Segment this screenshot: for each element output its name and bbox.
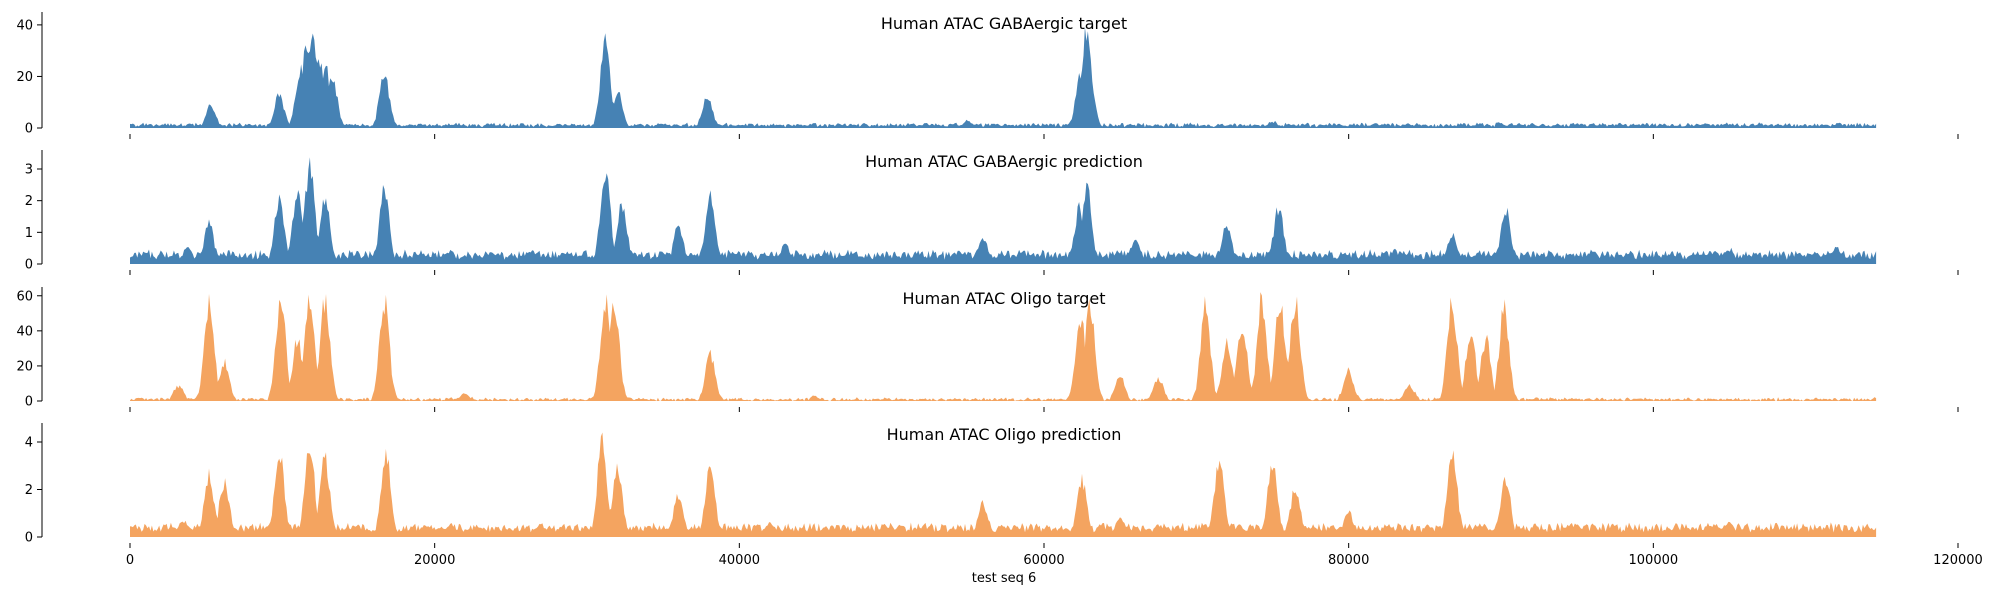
- y-tick-label: 0: [25, 258, 33, 273]
- x-tick-label: 80000: [1328, 553, 1369, 568]
- panel-title: Human ATAC GABAergic prediction: [865, 152, 1143, 171]
- y-tick-label: 60: [16, 289, 33, 304]
- y-tick-label: 4: [25, 436, 33, 451]
- y-tick-label: 0: [25, 395, 33, 410]
- panel-4: 0 2 4 0 20000 40000 60000 80000 100000 120000 Huma…: [25, 423, 1983, 568]
- y-tick-label: 2: [25, 194, 33, 209]
- x-tick-label: 120000: [1933, 553, 1983, 568]
- y-tick-label: 0: [25, 122, 33, 137]
- area-series-3: [130, 292, 1877, 401]
- y-tick-label: 2: [25, 483, 33, 498]
- area-series-2: [130, 157, 1877, 264]
- y-tick-label: 40: [16, 324, 33, 339]
- area-series-1: [130, 26, 1877, 129]
- x-tick-label: 0: [126, 553, 134, 568]
- panel-3: 0 20 40 60 Human ATAC Oligo target: [16, 287, 1959, 412]
- panel-title: Human ATAC GABAergic target: [881, 14, 1127, 33]
- x-axis-label: test seq 6: [972, 571, 1037, 586]
- x-tick-label: 40000: [719, 553, 760, 568]
- y-tick-label: 40: [16, 18, 33, 33]
- x-tick-label: 20000: [414, 553, 455, 568]
- panel-title: Human ATAC Oligo target: [902, 289, 1105, 308]
- area-series-4: [130, 432, 1877, 537]
- y-tick-label: 20: [16, 359, 33, 374]
- x-tick-label: 60000: [1023, 553, 1064, 568]
- panel-title: Human ATAC Oligo prediction: [887, 425, 1122, 444]
- y-tick-label: 1: [25, 226, 33, 241]
- y-tick-label: 3: [25, 163, 33, 178]
- panel-1: 0 20 40 Human ATAC GABAergic target: [16, 12, 1959, 139]
- y-tick-label: 0: [25, 531, 33, 546]
- y-tick-label: 20: [16, 70, 33, 85]
- x-tick-label: 100000: [1629, 553, 1679, 568]
- panel-2: 0 1 2 3 Human ATAC GABAergic prediction: [25, 150, 1959, 275]
